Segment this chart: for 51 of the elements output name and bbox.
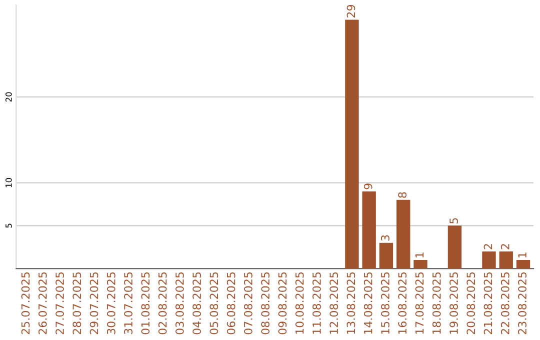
bar [362, 191, 376, 269]
bar [499, 251, 513, 269]
bar [448, 226, 462, 269]
x-tick-label: 06.08.2025 [226, 272, 236, 334]
bar [379, 242, 394, 269]
x-tick-label: 07.08.2025 [244, 272, 252, 334]
data-label: 2 [500, 244, 510, 250]
x-tick-label: 25.07.2025 [21, 272, 30, 334]
x-tick-label: 31.07.2025 [124, 272, 132, 334]
x-tick-label: 01.08.2025 [141, 272, 150, 334]
x-tick-label: 30.07.2025 [106, 272, 116, 334]
x-tick-label: 27.07.2025 [56, 272, 64, 334]
bar [414, 260, 428, 269]
x-tick-label: 19.08.2025 [450, 272, 458, 334]
x-tick-label: 14.08.2025 [364, 272, 372, 334]
x-tick-label: 22.08.2025 [500, 272, 510, 334]
x-tick-label: 15.08.2025 [381, 272, 390, 334]
x-tick-label: 28.07.2025 [72, 272, 82, 334]
bar [482, 251, 496, 269]
x-tick-label: 26.07.2025 [38, 272, 47, 334]
data-label: 1 [415, 252, 424, 258]
y-tick-label: 10 [6, 178, 12, 188]
x-tick-label: 20.08.2025 [466, 272, 476, 334]
x-tick-label: 10.08.2025 [295, 272, 304, 334]
x-tick-label: 08.08.2025 [261, 272, 270, 334]
data-label: 9 [364, 184, 372, 190]
x-tick-label: 11.08.2025 [312, 272, 321, 334]
x-tick-label: 21.08.2025 [484, 272, 492, 334]
x-tick-label: 16.08.2025 [398, 272, 407, 334]
x-tick-label: 29.07.2025 [90, 272, 98, 334]
data-label: 1 [518, 252, 526, 258]
y-tick-label: 5 [6, 224, 12, 228]
bar [516, 260, 530, 269]
y-tick-label: 20 [6, 92, 12, 102]
x-tick-label: 23.08.2025 [518, 272, 526, 334]
data-label: 29 [346, 4, 356, 18]
x-tick-label: 04.08.2025 [192, 272, 201, 334]
bar [345, 20, 359, 269]
x-tick-label: 05.08.2025 [210, 272, 218, 334]
data-label: 2 [484, 244, 492, 250]
data-label: 5 [450, 218, 458, 224]
bar [396, 200, 410, 269]
x-tick-label: 18.08.2025 [432, 272, 441, 334]
x-tick-label: 03.08.2025 [175, 272, 184, 334]
x-tick-label: 12.08.2025 [330, 272, 338, 334]
x-tick-label: 02.08.2025 [158, 272, 167, 334]
x-tick-label: 13.08.2025 [346, 272, 356, 334]
x-tick-label: 17.08.2025 [415, 272, 424, 334]
data-label: 8 [398, 192, 407, 198]
x-tick-label: 09.08.2025 [278, 272, 287, 334]
data-label: 3 [381, 235, 390, 241]
